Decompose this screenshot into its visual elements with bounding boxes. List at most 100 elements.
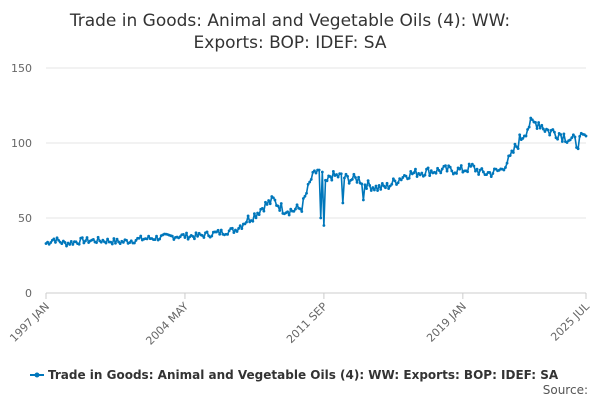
data-point[interactable] xyxy=(185,231,188,235)
data-point[interactable] xyxy=(354,176,357,179)
data-point[interactable] xyxy=(380,181,384,185)
data-point[interactable] xyxy=(336,175,340,179)
data-point[interactable] xyxy=(194,231,198,235)
data-point[interactable] xyxy=(570,136,574,140)
data-point[interactable] xyxy=(289,207,293,211)
data-point[interactable] xyxy=(526,128,529,131)
data-point[interactable] xyxy=(99,240,103,244)
data-point[interactable] xyxy=(377,184,381,187)
data-point[interactable] xyxy=(396,181,400,185)
data-point[interactable] xyxy=(584,134,588,138)
data-point[interactable] xyxy=(49,241,53,244)
data-point[interactable] xyxy=(55,236,59,240)
data-point[interactable] xyxy=(246,214,250,218)
data-point[interactable] xyxy=(74,240,78,244)
data-point[interactable] xyxy=(391,177,395,181)
data-point[interactable] xyxy=(437,169,441,172)
data-point[interactable] xyxy=(455,172,458,175)
data-point[interactable] xyxy=(145,237,149,241)
data-point[interactable] xyxy=(504,166,507,169)
data-point[interactable] xyxy=(251,219,255,223)
data-point[interactable] xyxy=(428,174,432,178)
data-point[interactable] xyxy=(474,169,477,173)
data-point[interactable] xyxy=(325,179,329,183)
data-point[interactable] xyxy=(257,213,261,217)
data-point[interactable] xyxy=(470,162,474,166)
data-point[interactable] xyxy=(139,234,143,238)
data-point[interactable] xyxy=(305,191,308,195)
data-point[interactable] xyxy=(508,154,512,157)
data-point[interactable] xyxy=(306,182,310,186)
data-point[interactable] xyxy=(339,172,343,176)
data-point[interactable] xyxy=(240,227,244,230)
data-point[interactable] xyxy=(109,240,113,244)
data-point[interactable] xyxy=(537,121,541,124)
data-point[interactable] xyxy=(114,241,117,245)
data-point[interactable] xyxy=(65,244,68,248)
data-point[interactable] xyxy=(69,239,73,243)
data-point[interactable] xyxy=(294,207,297,211)
data-point[interactable] xyxy=(347,181,351,185)
data-point[interactable] xyxy=(467,162,471,166)
data-point[interactable] xyxy=(183,236,187,239)
data-point[interactable] xyxy=(553,130,556,134)
data-point[interactable] xyxy=(298,207,302,211)
data-point[interactable] xyxy=(475,167,479,171)
data-point[interactable] xyxy=(191,234,195,238)
data-point[interactable] xyxy=(230,226,234,230)
data-point[interactable] xyxy=(335,173,338,176)
data-point[interactable] xyxy=(436,166,439,170)
data-point[interactable] xyxy=(384,186,387,190)
data-point[interactable] xyxy=(540,123,544,127)
data-point[interactable] xyxy=(527,125,531,129)
data-point[interactable] xyxy=(301,197,305,200)
data-point[interactable] xyxy=(202,236,206,239)
data-point[interactable] xyxy=(319,216,323,220)
data-point[interactable] xyxy=(440,167,444,171)
data-point[interactable] xyxy=(518,133,522,137)
data-point[interactable] xyxy=(137,236,141,240)
data-point[interactable] xyxy=(444,164,447,168)
data-point[interactable] xyxy=(568,138,572,142)
data-point[interactable] xyxy=(71,243,75,246)
data-point[interactable] xyxy=(216,228,220,232)
data-point[interactable] xyxy=(95,241,98,245)
data-point[interactable] xyxy=(571,133,575,137)
data-point[interactable] xyxy=(538,126,542,130)
data-point[interactable] xyxy=(489,175,493,179)
data-point[interactable] xyxy=(186,237,190,241)
data-point[interactable] xyxy=(360,182,364,186)
data-point[interactable] xyxy=(193,237,196,241)
data-point[interactable] xyxy=(488,170,492,174)
data-point[interactable] xyxy=(361,198,365,202)
data-point[interactable] xyxy=(385,181,389,185)
data-point[interactable] xyxy=(352,172,356,176)
data-point[interactable] xyxy=(226,233,229,236)
data-point[interactable] xyxy=(445,169,449,173)
data-point[interactable] xyxy=(379,187,383,191)
data-point[interactable] xyxy=(530,118,534,122)
data-point[interactable] xyxy=(82,241,86,245)
data-point[interactable] xyxy=(52,237,56,241)
data-point[interactable] xyxy=(115,237,119,241)
data-point[interactable] xyxy=(91,237,95,241)
data-point[interactable] xyxy=(434,171,438,175)
data-point[interactable] xyxy=(357,175,361,179)
data-point[interactable] xyxy=(541,127,545,131)
data-point[interactable] xyxy=(133,241,136,245)
data-point[interactable] xyxy=(350,177,354,181)
data-point[interactable] xyxy=(106,237,109,241)
data-point[interactable] xyxy=(54,241,57,244)
data-point[interactable] xyxy=(409,170,413,173)
data-point[interactable] xyxy=(134,238,138,242)
data-point[interactable] xyxy=(147,234,151,238)
data-point[interactable] xyxy=(420,171,424,175)
data-point[interactable] xyxy=(328,175,332,178)
data-point[interactable] xyxy=(399,178,403,182)
data-point[interactable] xyxy=(172,238,176,241)
data-point[interactable] xyxy=(121,241,125,244)
data-point[interactable] xyxy=(414,167,417,171)
data-point[interactable] xyxy=(401,176,405,179)
data-point[interactable] xyxy=(279,202,283,205)
data-point[interactable] xyxy=(412,171,416,175)
